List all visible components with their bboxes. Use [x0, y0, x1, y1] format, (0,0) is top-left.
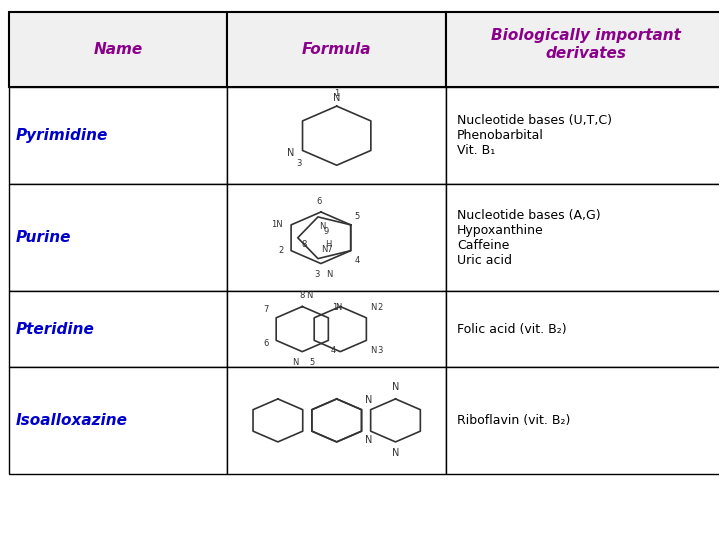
Text: Biologically important
derivates: Biologically important derivates: [491, 28, 681, 60]
Text: N: N: [333, 93, 341, 104]
Text: 6: 6: [264, 339, 269, 348]
Text: N: N: [392, 382, 399, 393]
Text: 4: 4: [330, 346, 336, 355]
Text: H: H: [325, 240, 331, 249]
Text: N: N: [392, 448, 399, 458]
Text: 2: 2: [377, 303, 382, 313]
Text: N: N: [306, 291, 312, 300]
Text: N: N: [365, 395, 372, 406]
Text: N: N: [365, 435, 372, 445]
Text: 8: 8: [300, 291, 305, 300]
Text: N7: N7: [322, 245, 333, 254]
Text: Isoalloxazine: Isoalloxazine: [16, 413, 127, 428]
Text: Nucleotide bases (A,G)
Hypoxanthine
Caffeine
Uric acid: Nucleotide bases (A,G) Hypoxanthine Caff…: [456, 209, 600, 267]
Text: N: N: [336, 303, 342, 313]
Text: 3: 3: [315, 270, 320, 279]
Text: Folic acid (vit. B₂): Folic acid (vit. B₂): [456, 322, 567, 335]
Text: 1: 1: [332, 303, 337, 313]
Text: Pteridine: Pteridine: [16, 322, 94, 336]
Text: N: N: [287, 148, 294, 158]
Text: N: N: [292, 358, 299, 367]
Text: 5: 5: [310, 358, 315, 367]
FancyBboxPatch shape: [9, 184, 228, 292]
Text: N: N: [370, 346, 377, 355]
FancyBboxPatch shape: [9, 12, 228, 87]
Text: 3: 3: [296, 159, 302, 167]
Text: 5: 5: [354, 212, 359, 220]
Text: 1N: 1N: [271, 220, 282, 230]
FancyBboxPatch shape: [228, 184, 446, 292]
Text: Riboflavin (vit. B₂): Riboflavin (vit. B₂): [456, 414, 570, 427]
Text: 8: 8: [302, 240, 307, 249]
Text: Name: Name: [94, 42, 143, 57]
FancyBboxPatch shape: [9, 367, 228, 474]
FancyBboxPatch shape: [228, 292, 446, 367]
Text: 4: 4: [354, 256, 359, 265]
FancyBboxPatch shape: [9, 292, 228, 367]
Text: 6: 6: [316, 197, 321, 206]
FancyBboxPatch shape: [228, 367, 446, 474]
Text: 1: 1: [334, 89, 339, 98]
FancyBboxPatch shape: [446, 87, 720, 184]
FancyBboxPatch shape: [9, 87, 228, 184]
FancyBboxPatch shape: [446, 292, 720, 367]
FancyBboxPatch shape: [446, 12, 720, 87]
Text: 2: 2: [279, 246, 284, 255]
Text: 7: 7: [264, 305, 269, 314]
Text: Formula: Formula: [302, 42, 372, 57]
FancyBboxPatch shape: [446, 184, 720, 292]
Text: 3: 3: [377, 346, 382, 355]
Text: Pyrimidine: Pyrimidine: [16, 128, 108, 143]
Text: N: N: [370, 303, 377, 313]
Text: 9: 9: [324, 227, 329, 235]
FancyBboxPatch shape: [446, 367, 720, 474]
Text: N: N: [320, 222, 325, 231]
Text: Purine: Purine: [16, 230, 71, 245]
FancyBboxPatch shape: [228, 12, 446, 87]
Text: Nucleotide bases (U,T,C)
Phenobarbital
Vit. B₁: Nucleotide bases (U,T,C) Phenobarbital V…: [456, 114, 612, 157]
Text: N: N: [326, 270, 333, 279]
FancyBboxPatch shape: [228, 87, 446, 184]
